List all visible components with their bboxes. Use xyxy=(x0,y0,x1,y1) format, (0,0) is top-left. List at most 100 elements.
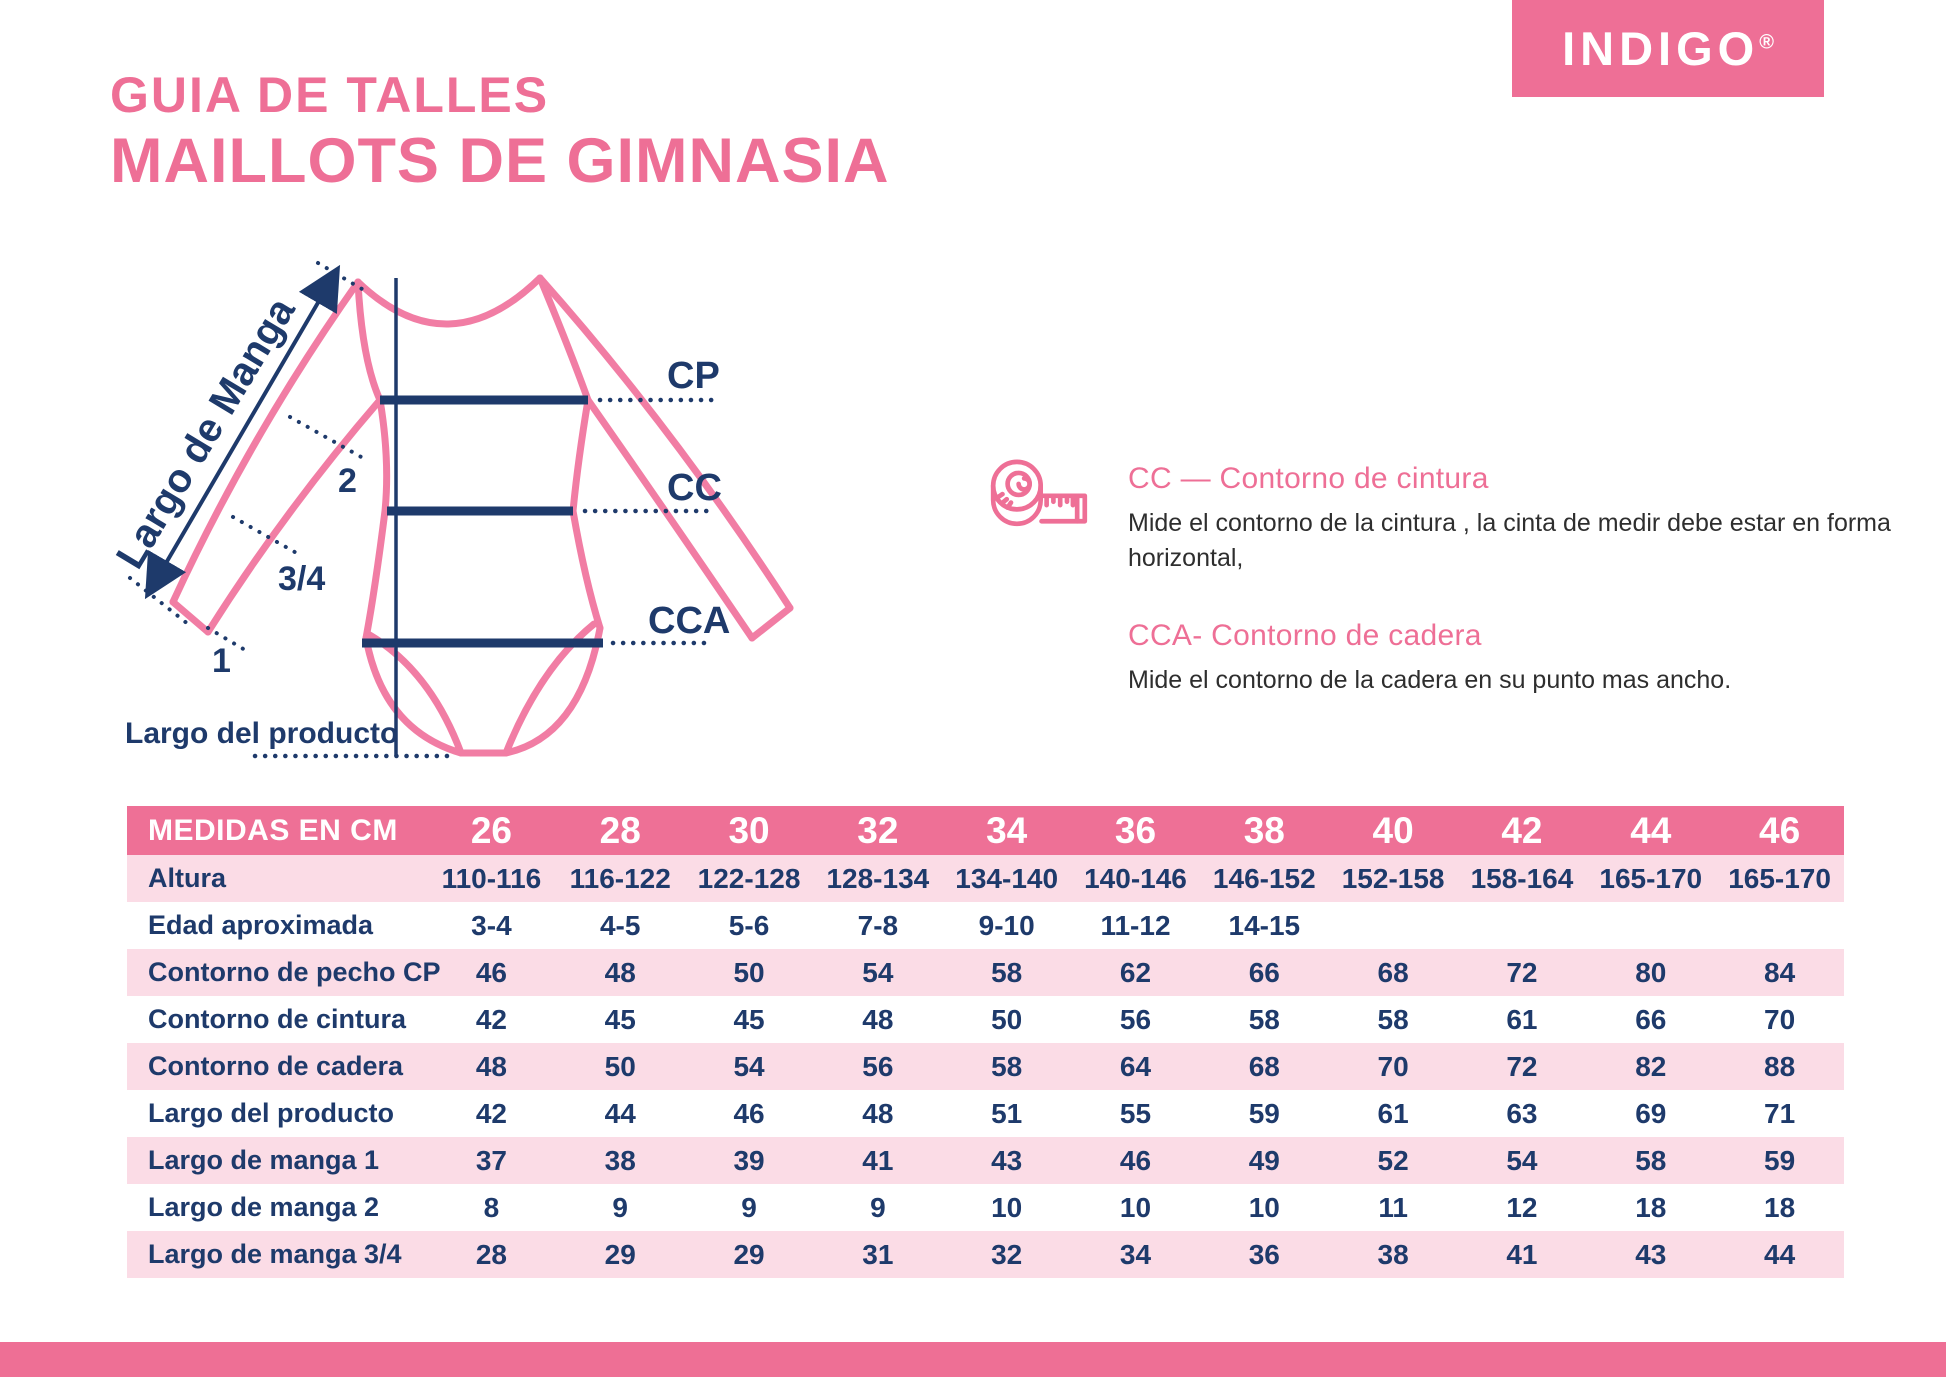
table-cell: 59 xyxy=(1764,1144,1796,1176)
table-cell: 3-4 xyxy=(471,909,512,941)
table-row-label: Contorno de cadera xyxy=(148,1051,404,1081)
table-cell: 128-134 xyxy=(826,862,930,894)
table-cell: 8 xyxy=(483,1191,500,1223)
table-cell: 48 xyxy=(604,956,636,988)
table-cell: 12 xyxy=(1506,1191,1538,1223)
table-cell: 31 xyxy=(862,1238,894,1270)
table-cell: 82 xyxy=(1635,1050,1667,1082)
table-row: Contorno de pecho CP 46 48 50 54 58 62 66 68 72 80… xyxy=(127,949,1844,996)
table-cell: 63 xyxy=(1506,1097,1538,1129)
table-row: Altura 110-116 116-122 122-128 128-134 134-14… xyxy=(127,855,1844,902)
product-length-label: Largo del producto xyxy=(125,717,398,750)
page-title-line1: GUIA DE TALLES xyxy=(110,67,550,123)
table-cell: 43 xyxy=(991,1144,1023,1176)
table-cell: 62 xyxy=(1119,956,1152,988)
table-cell: 116-122 xyxy=(569,862,671,894)
table-row-label: Contorno de cintura xyxy=(148,1004,406,1034)
table-row: Edad aproximada 3-4 4-5 5-6 7-8 9-10 11-12 14-1… xyxy=(127,902,1844,949)
table-cell: 68 xyxy=(1248,1050,1280,1082)
table-cell: 66 xyxy=(1248,956,1280,988)
chest-label: CP xyxy=(667,355,720,397)
table-cell: 38 xyxy=(1377,1238,1409,1270)
table-cell: 28 xyxy=(475,1238,507,1270)
page-title: GUIA DE TALLES MAILLOTS DE GIMNASIA xyxy=(110,66,889,197)
table-row-label: Edad aproximada xyxy=(148,910,374,940)
table-cell: 9 xyxy=(870,1191,886,1223)
table-cell: 46 xyxy=(733,1097,765,1129)
table-cell: 84 xyxy=(1764,956,1796,988)
table-cell: 11 xyxy=(1378,1191,1408,1223)
sleeve-length-arrow xyxy=(144,264,341,600)
marker-3-4-dotted-line xyxy=(231,515,302,557)
table-cell: 46 xyxy=(1119,1144,1152,1176)
table-cell: 51 xyxy=(991,1097,1023,1129)
table-cell: 58 xyxy=(1248,1003,1280,1035)
table-cell: 44 xyxy=(1630,809,1672,851)
hip-label: CCA xyxy=(648,600,730,642)
marker-2-dotted-line xyxy=(288,415,365,460)
arrow-top-tick xyxy=(316,261,364,291)
table-cell: 11-12 xyxy=(1100,909,1171,941)
table-cell: 68 xyxy=(1377,956,1409,988)
table-cell: 61 xyxy=(1377,1097,1409,1129)
table-cell: 28 xyxy=(599,809,641,851)
table-cell: 9 xyxy=(741,1191,757,1223)
table-cell: 165-170 xyxy=(1599,862,1703,894)
table-cell: 140-146 xyxy=(1084,862,1187,894)
table-cell: 165-170 xyxy=(1728,862,1831,894)
page-title-line2: MAILLOTS DE GIMNASIA xyxy=(110,126,890,196)
marker-3-4-label: 3/4 xyxy=(278,560,325,598)
table-row-label: Largo del producto xyxy=(148,1098,394,1128)
table-row: Largo de manga 2 8 9 9 9 10 10 10 11 12 18 18 xyxy=(127,1184,1844,1231)
measuring-tape-icon xyxy=(983,450,1095,550)
footer-bar xyxy=(0,1342,1946,1377)
measurement-info: CC — Contorno de cintura Mide el contorn… xyxy=(1128,462,1898,698)
table-row: Largo de manga 1 37 38 39 41 43 46 49 52 54 58 59 xyxy=(127,1137,1844,1184)
table-cell: 48 xyxy=(862,1003,894,1035)
table-cell: 54 xyxy=(862,956,894,988)
measurement-lines xyxy=(128,261,715,759)
table-cell: 70 xyxy=(1764,1003,1796,1035)
table-cell: 48 xyxy=(862,1097,894,1129)
table-cell: 18 xyxy=(1764,1191,1796,1223)
table-cell: 46 xyxy=(1759,809,1801,851)
table-cell: 10 xyxy=(991,1191,1023,1223)
table-cell: 10 xyxy=(1119,1191,1152,1223)
table-cell: 71 xyxy=(1764,1097,1796,1129)
table-cell: 38 xyxy=(604,1144,636,1176)
cca-description: Mide el contorno de la cadera en su punt… xyxy=(1128,666,1732,694)
table-cell: 54 xyxy=(1506,1144,1538,1176)
table-cell: 158-164 xyxy=(1470,862,1574,894)
table-cell: 18 xyxy=(1635,1191,1667,1223)
table-cell: 36 xyxy=(1114,809,1157,851)
table-cell: 61 xyxy=(1506,1003,1538,1035)
marker-2-label: 2 xyxy=(338,462,357,500)
table-cell: 44 xyxy=(1764,1238,1796,1270)
table-cell: 42 xyxy=(1501,809,1543,851)
table-cell: 122-128 xyxy=(697,862,801,894)
table-cell: 88 xyxy=(1764,1050,1796,1082)
table-cell: 39 xyxy=(733,1144,765,1176)
table-cell: 146-152 xyxy=(1212,862,1316,894)
table-cell: 41 xyxy=(862,1144,894,1176)
table-cell: 4-5 xyxy=(599,909,641,941)
table-cell: 69 xyxy=(1635,1097,1667,1129)
table-cell: 30 xyxy=(728,809,770,851)
table-cell: 58 xyxy=(1635,1144,1667,1176)
leotard-diagram-svg: CP CC CCA 2 3/4 1 Largo del producto Lar… xyxy=(108,261,794,759)
table-row-label: Largo de manga 2 xyxy=(148,1192,380,1222)
table-cell: 29 xyxy=(604,1238,636,1270)
table-cell: 54 xyxy=(733,1050,765,1082)
table-row: Contorno de cadera 48 50 54 56 58 64 68 70 72 82 88 xyxy=(127,1043,1844,1090)
registered-mark: ® xyxy=(1759,31,1774,54)
cc-heading: CC — Contorno de cintura xyxy=(1128,462,1489,495)
table-cell: 72 xyxy=(1506,956,1538,988)
table-cell: 50 xyxy=(991,1003,1023,1035)
table-cell: 29 xyxy=(733,1238,765,1270)
table-row-label: Largo de manga 1 xyxy=(148,1145,380,1175)
table-cell: 34 xyxy=(986,809,1028,851)
table-cell: 70 xyxy=(1377,1050,1409,1082)
table-cell: 32 xyxy=(991,1238,1023,1270)
brand-name: INDIGO xyxy=(1562,22,1760,75)
